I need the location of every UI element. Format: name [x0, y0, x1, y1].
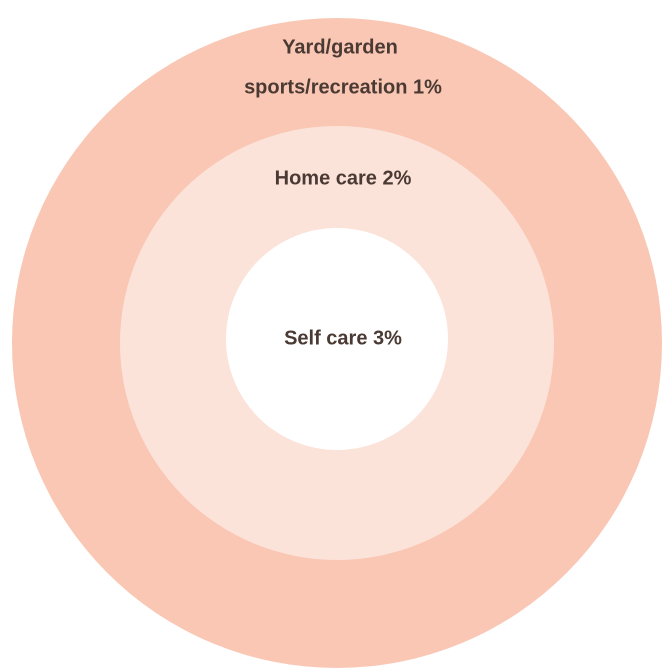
outer-label: Yard/garden	[282, 36, 398, 58]
inner-label: Self care 3%	[284, 327, 402, 349]
middle-label: Home care 2%	[275, 167, 412, 189]
outer-label: sports/recreation 1%	[244, 76, 442, 98]
inner-circle	[226, 228, 448, 450]
